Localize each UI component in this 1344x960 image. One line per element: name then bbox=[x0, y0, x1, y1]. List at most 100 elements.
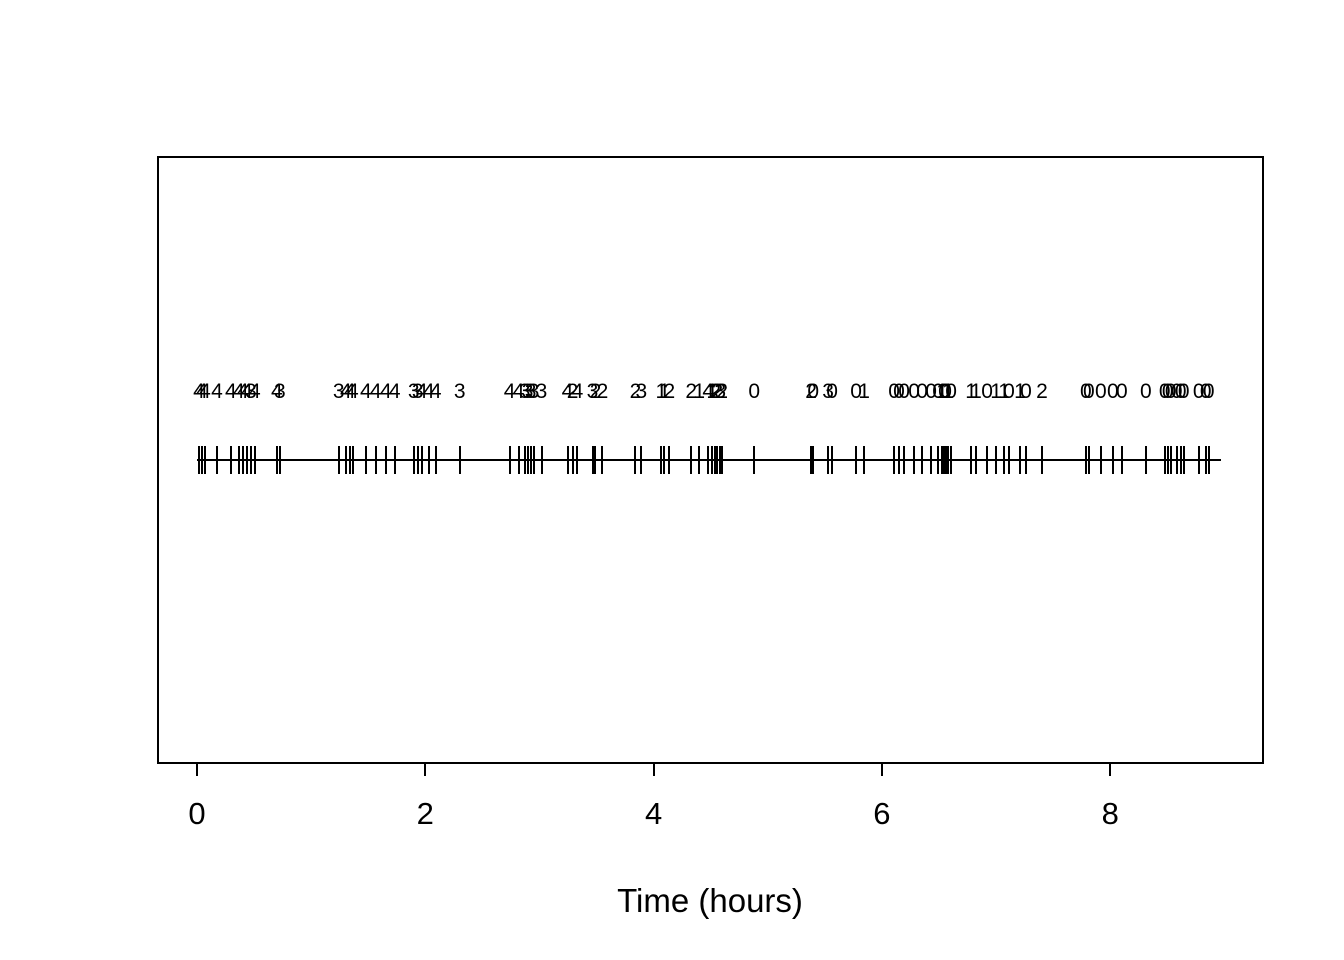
event-tick bbox=[576, 446, 579, 474]
event-mark-label: 0 bbox=[916, 380, 928, 403]
event-tick bbox=[229, 446, 232, 474]
event-tick bbox=[348, 446, 351, 474]
event-tick bbox=[707, 446, 710, 474]
event-tick bbox=[594, 446, 597, 474]
event-mark-label: 2 bbox=[716, 380, 729, 403]
event-tick bbox=[393, 446, 396, 474]
event-mark-label: 4 bbox=[271, 380, 283, 403]
event-mark-label: 1 bbox=[998, 380, 1010, 403]
event-mark-label: 0 bbox=[1164, 380, 1177, 403]
event-tick bbox=[1179, 446, 1182, 474]
event-tick bbox=[937, 446, 940, 474]
event-tick bbox=[201, 446, 204, 474]
event-mark-label: 2 bbox=[566, 380, 579, 403]
event-mark-label: 4 bbox=[193, 380, 205, 403]
event-tick bbox=[601, 446, 604, 474]
event-tick bbox=[1120, 446, 1123, 474]
event-tick bbox=[831, 446, 834, 474]
event-mark-label: 0 bbox=[908, 380, 920, 403]
x-axis-tick-label: 8 bbox=[1101, 796, 1119, 831]
event-tick bbox=[1019, 446, 1022, 474]
event-tick bbox=[427, 446, 430, 474]
event-tick bbox=[275, 446, 278, 474]
event-tick bbox=[1163, 446, 1166, 474]
event-tick bbox=[420, 446, 423, 474]
event-mark-label: 3 bbox=[521, 380, 534, 403]
event-tick bbox=[893, 446, 896, 474]
event-mark-label: 4 bbox=[429, 380, 442, 403]
event-tick bbox=[540, 446, 543, 474]
event-mark-label: 0 bbox=[898, 380, 910, 403]
event-tick bbox=[898, 446, 901, 474]
event-mark-label: 2 bbox=[805, 380, 817, 403]
event-tick bbox=[716, 446, 719, 474]
event-tick bbox=[974, 446, 977, 474]
event-tick bbox=[253, 446, 256, 474]
event-mark-label: 1 bbox=[655, 380, 668, 403]
event-mark-label: 2 bbox=[663, 380, 676, 403]
event-tick bbox=[526, 446, 529, 474]
event-mark-label: 0 bbox=[748, 380, 760, 403]
event-mark-label: 4 bbox=[415, 380, 428, 403]
event-mark-label: 0 bbox=[932, 380, 944, 403]
event-mark-label: 4 bbox=[225, 380, 237, 403]
event-mark-label: 3 bbox=[586, 380, 599, 403]
event-tick bbox=[1207, 446, 1210, 474]
event-mark-label: 0 bbox=[1020, 380, 1032, 403]
event-tick bbox=[714, 446, 717, 474]
event-tick bbox=[660, 446, 663, 474]
event-tick bbox=[517, 446, 520, 474]
event-mark-label: 4 bbox=[196, 380, 208, 403]
event-mark-label: 2 bbox=[596, 380, 609, 403]
x-axis-tick-label: 6 bbox=[873, 796, 891, 831]
event-mark-label: 0 bbox=[1083, 380, 1095, 403]
event-mark-label: 3 bbox=[453, 380, 466, 403]
event-mark-label: 0 bbox=[1106, 380, 1119, 403]
event-mark-label: 0 bbox=[1174, 380, 1187, 403]
x-axis-tick bbox=[424, 762, 427, 776]
event-mark-label: 4 bbox=[702, 380, 715, 403]
event-mark-label: 4 bbox=[346, 380, 359, 403]
event-mark-label: 1 bbox=[693, 380, 706, 403]
event-tick bbox=[827, 446, 830, 474]
event-tick bbox=[523, 446, 526, 474]
event-tick bbox=[412, 446, 415, 474]
event-tick bbox=[351, 446, 354, 474]
event-tick bbox=[532, 446, 535, 474]
event-mark-label: 0 bbox=[826, 380, 838, 403]
event-mark-label: 4 bbox=[512, 380, 525, 403]
event-tick bbox=[1024, 446, 1027, 474]
event-mark-label: 3 bbox=[245, 380, 257, 403]
event-tick bbox=[995, 446, 998, 474]
event-mark-label: 0 bbox=[925, 380, 937, 403]
event-tick bbox=[278, 446, 281, 474]
event-mark-label: 1 bbox=[990, 380, 1002, 403]
event-tick bbox=[508, 446, 511, 474]
event-mark-label: 0 bbox=[807, 380, 820, 403]
event-mark-label: 1 bbox=[942, 380, 954, 403]
event-tick bbox=[719, 446, 722, 474]
event-tick bbox=[1099, 446, 1102, 474]
x-axis-tick bbox=[196, 762, 198, 776]
event-tick bbox=[241, 446, 244, 474]
event-mark-label: 1 bbox=[706, 380, 719, 403]
event-tick bbox=[566, 446, 569, 474]
event-tick bbox=[913, 446, 916, 474]
event-mark-label: 4 bbox=[340, 380, 352, 403]
event-tick bbox=[591, 446, 594, 474]
event-mark-label: 0 bbox=[1161, 380, 1174, 403]
event-tick bbox=[215, 446, 218, 474]
event-tick bbox=[663, 446, 666, 474]
event-tick bbox=[945, 446, 948, 474]
event-mark-label: 4 bbox=[379, 380, 392, 403]
event-mark-label: 3 bbox=[635, 380, 648, 403]
event-mark-label: 0 bbox=[1115, 380, 1128, 403]
event-mark-label: 2 bbox=[685, 380, 698, 403]
event-tick bbox=[416, 446, 419, 474]
event-tick bbox=[711, 446, 714, 474]
event-mark-label: 1 bbox=[936, 380, 948, 403]
event-tick bbox=[1003, 446, 1006, 474]
event-mark-label: 3 bbox=[407, 380, 420, 403]
event-mark-label: 0 bbox=[1199, 380, 1212, 403]
